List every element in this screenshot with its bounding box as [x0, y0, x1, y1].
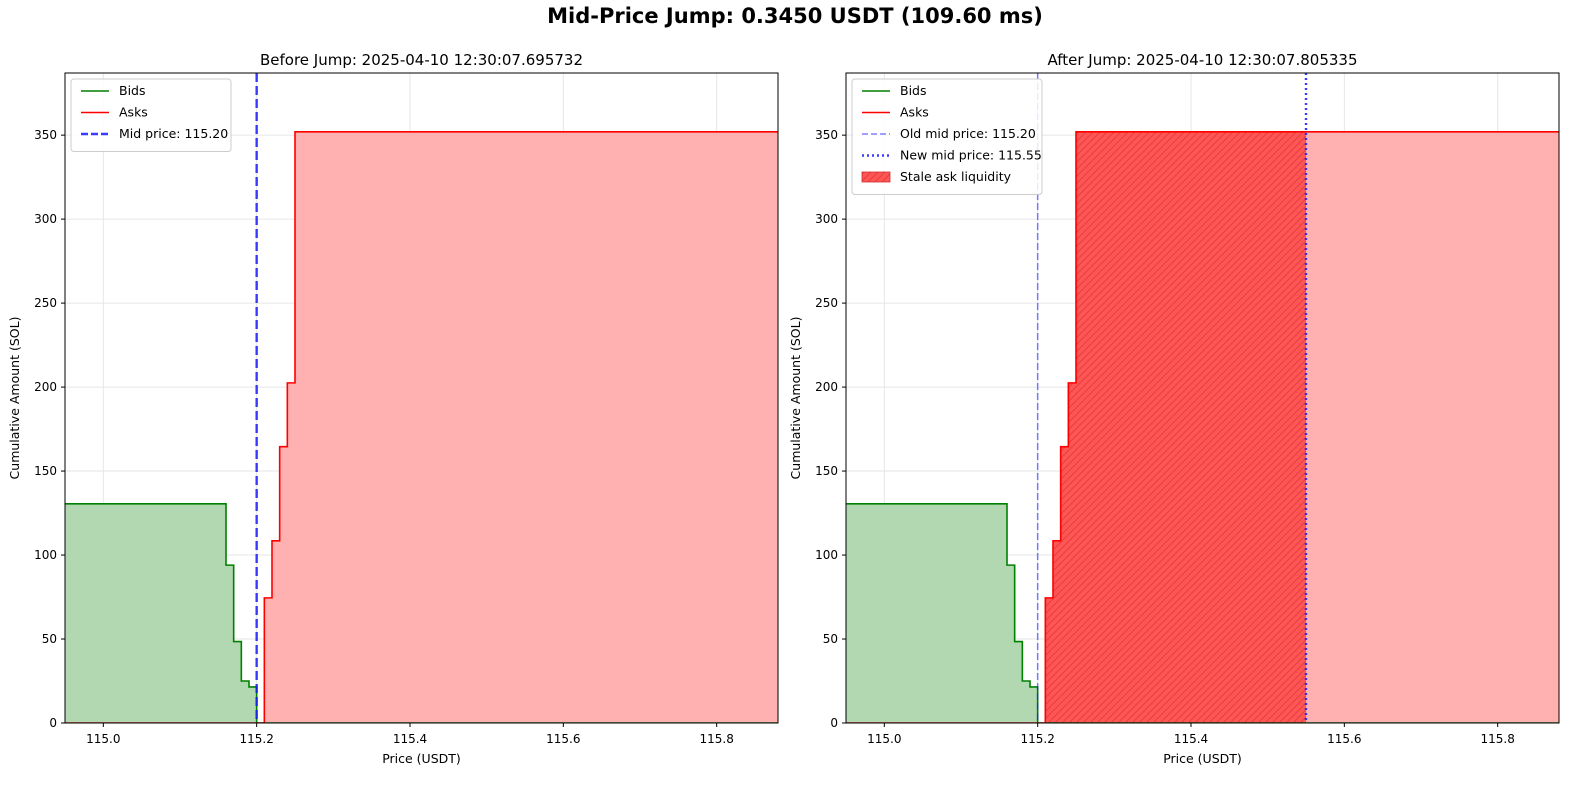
x-tick-label: 115.8: [1480, 732, 1514, 746]
legend: Bids Asks Mid price: 115.20: [70, 78, 232, 152]
x-tick-label: 115.2: [239, 732, 273, 746]
x-tick-label: 115.4: [1174, 732, 1208, 746]
y-tick-label: 50: [823, 632, 838, 646]
x-tick-label: 115.0: [867, 732, 901, 746]
plot-area: [846, 73, 1559, 723]
bids-area: [846, 503, 1038, 723]
y-tick-label: 0: [49, 716, 57, 730]
legend-label: Bids: [900, 83, 927, 98]
x-tick-label: 115.2: [1020, 732, 1054, 746]
axes-frame: [64, 72, 779, 724]
asks-line: [65, 130, 778, 723]
asks-area: [264, 131, 778, 723]
y-axis-label: Cumulative Amount (SOL): [788, 317, 803, 480]
y-tick-label: 100: [34, 548, 57, 562]
legend-label: New mid price: 115.55: [900, 148, 1042, 163]
legend-box: [70, 78, 232, 152]
y-tick-label: 150: [815, 464, 838, 478]
y-tick-label: 100: [815, 548, 838, 562]
x-tick-label: 115.4: [393, 732, 427, 746]
stale-ask-liquidity-region: [1045, 131, 1306, 723]
axes-frame: [845, 72, 1560, 724]
chart-panel-after-jump: 115.0 115.2 115.4 115.6 115.8 0 50 100 150 200 250…: [788, 51, 1560, 766]
legend-label: Asks: [119, 105, 148, 120]
x-axis-label: Price (USDT): [1163, 751, 1242, 766]
y-tick-label: 0: [830, 716, 838, 730]
chart-panel-before-jump: 115.0 115.2 115.4 115.6 115.8 0 50 100 150 200 250…: [7, 51, 779, 766]
bids-area: [65, 503, 257, 723]
y-tick-label: 200: [815, 380, 838, 394]
x-tick-label: 115.6: [546, 732, 580, 746]
y-tick-label: 200: [34, 380, 57, 394]
y-tick-label: 250: [34, 296, 57, 310]
figure-title: Mid-Price Jump: 0.3450 USDT (109.60 ms): [547, 4, 1043, 28]
plot-area: [65, 73, 778, 723]
y-tick-label: 350: [34, 128, 57, 142]
panel-title: After Jump: 2025-04-10 12:30:07.805335: [1047, 51, 1357, 69]
x-tick-label: 115.0: [86, 732, 120, 746]
legend-label: Mid price: 115.20: [119, 126, 228, 141]
y-tick-label: 300: [34, 212, 57, 226]
asks-line: [846, 130, 1559, 723]
panel-title: Before Jump: 2025-04-10 12:30:07.695732: [260, 51, 583, 69]
y-tick-label: 50: [42, 632, 57, 646]
y-tick-label: 250: [815, 296, 838, 310]
x-axis-label: Price (USDT): [382, 751, 461, 766]
stale-ask-fill: [1045, 131, 1306, 723]
legend: Bids Asks Old mid price: 115.20 New mid pri…: [851, 78, 1043, 195]
legend-label: Bids: [119, 83, 146, 98]
legend-label: Old mid price: 115.20: [900, 126, 1036, 141]
legend-label: Asks: [900, 105, 929, 120]
legend-label: Stale ask liquidity: [900, 169, 1012, 184]
y-tick-label: 350: [815, 128, 838, 142]
y-axis-label: Cumulative Amount (SOL): [7, 317, 22, 480]
legend-swatch-stale: [861, 171, 891, 183]
y-tick-label: 300: [815, 212, 838, 226]
legend-box: [851, 78, 1043, 195]
bids-line: [846, 503, 1559, 723]
x-tick-label: 115.8: [699, 732, 733, 746]
y-tick-label: 150: [34, 464, 57, 478]
x-tick-label: 115.6: [1327, 732, 1361, 746]
